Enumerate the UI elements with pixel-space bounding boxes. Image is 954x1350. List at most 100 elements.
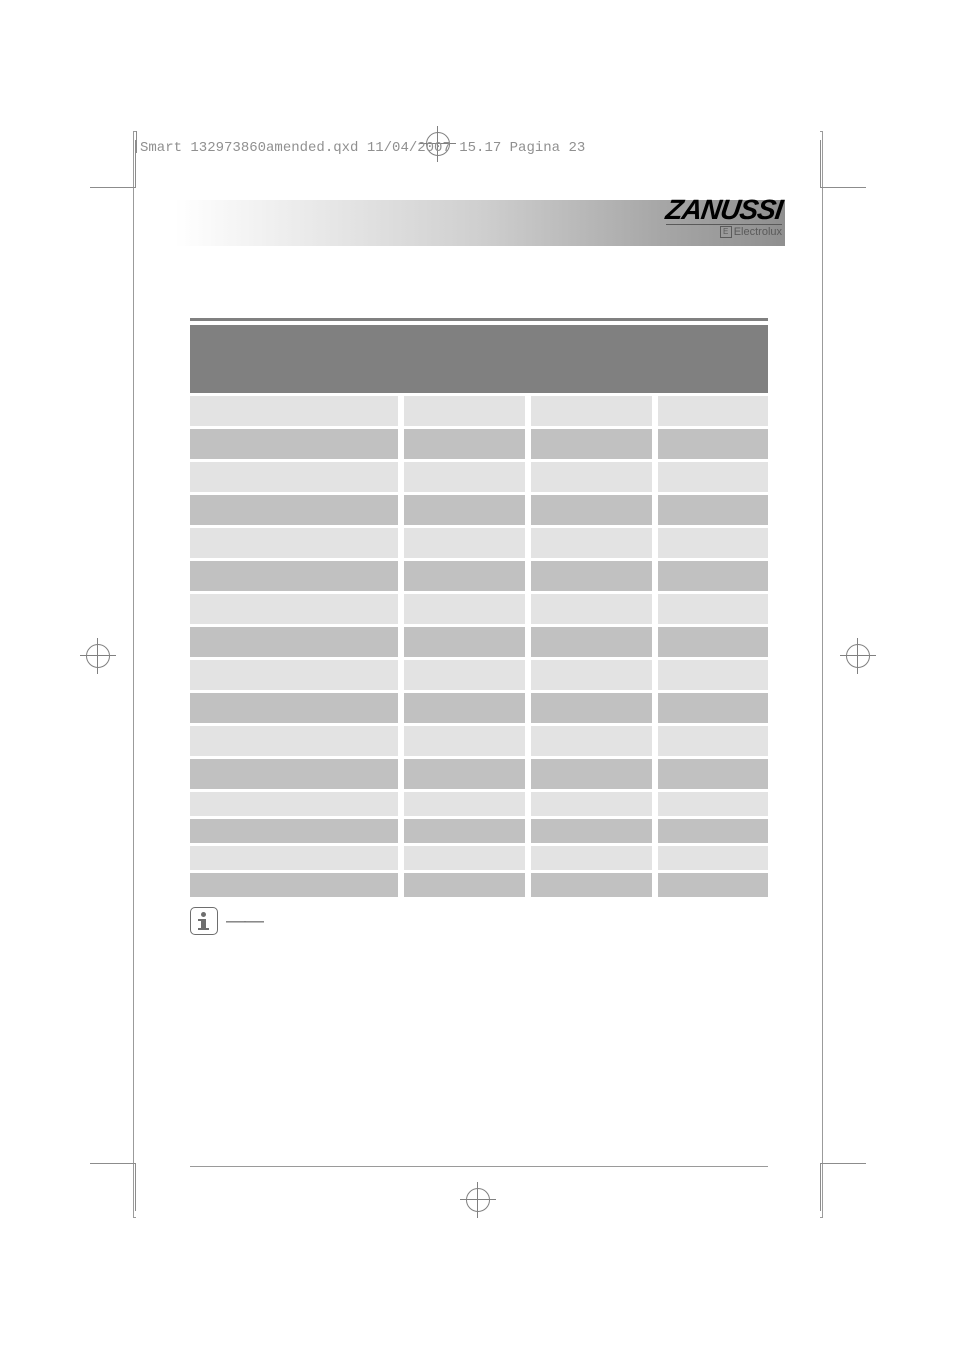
brand-block: ZANUSSI EElectrolux	[666, 194, 782, 238]
table-header	[190, 325, 768, 393]
table-cell	[658, 594, 768, 624]
brand-sub-text: Electrolux	[734, 226, 782, 238]
table-cell	[404, 660, 531, 690]
table-cell	[531, 660, 658, 690]
table-cell	[190, 873, 404, 897]
table-row	[190, 528, 768, 558]
table-cell	[658, 726, 768, 756]
note-row: ——	[190, 907, 768, 935]
table-row	[190, 759, 768, 789]
crop-bl-h	[90, 1163, 136, 1164]
table-cell	[531, 462, 658, 492]
registration-right	[840, 638, 876, 674]
table-cell	[531, 594, 658, 624]
crop-br-h	[820, 1163, 866, 1164]
table-cell	[404, 462, 531, 492]
table-cell	[531, 873, 658, 897]
table-row	[190, 819, 768, 843]
electrolux-icon: E	[720, 226, 732, 238]
table-cell	[404, 495, 531, 525]
table-cell	[658, 693, 768, 723]
table-cell	[531, 627, 658, 657]
table-cell	[190, 627, 404, 657]
table-cell	[190, 495, 404, 525]
table-cell	[190, 594, 404, 624]
table-cell	[190, 726, 404, 756]
table-cell	[404, 873, 531, 897]
table-cell	[658, 792, 768, 816]
table-cell	[658, 429, 768, 459]
table-cell	[531, 726, 658, 756]
table-cell	[658, 660, 768, 690]
note-dash: ——	[226, 910, 262, 933]
footer-rule	[190, 1166, 768, 1168]
table-cell	[190, 819, 404, 843]
table-cell	[190, 660, 404, 690]
table-cell	[190, 429, 404, 459]
table-cell	[531, 528, 658, 558]
table-cell	[190, 759, 404, 789]
table-cell	[190, 462, 404, 492]
table-cell	[658, 759, 768, 789]
table-cell	[531, 792, 658, 816]
table-cell	[531, 819, 658, 843]
table-cell	[404, 792, 531, 816]
table-row	[190, 660, 768, 690]
table-cell	[404, 528, 531, 558]
table-cell	[190, 693, 404, 723]
table-row	[190, 462, 768, 492]
table-cell	[190, 396, 404, 426]
table-row	[190, 726, 768, 756]
table-cell	[658, 396, 768, 426]
brand-name: ZANUSSI	[664, 194, 784, 226]
crop-tr-h	[820, 187, 866, 188]
table-row	[190, 561, 768, 591]
table-cell	[531, 396, 658, 426]
table-row	[190, 396, 768, 426]
table-cell	[404, 396, 531, 426]
registration-left	[80, 638, 116, 674]
table-cell	[658, 561, 768, 591]
table-top-rule	[190, 318, 768, 321]
table-row	[190, 693, 768, 723]
table-row	[190, 846, 768, 870]
page: ZANUSSI EElectrolux ——	[135, 132, 822, 1217]
table-cell	[404, 759, 531, 789]
table-row	[190, 873, 768, 897]
table-cell	[531, 693, 658, 723]
table-row	[190, 495, 768, 525]
table-cell	[190, 528, 404, 558]
table-cell	[404, 693, 531, 723]
table-cell	[531, 495, 658, 525]
table-cell	[531, 846, 658, 870]
crop-tl-h	[90, 187, 136, 188]
table-cell	[531, 561, 658, 591]
table-cell	[404, 846, 531, 870]
table-cell	[658, 873, 768, 897]
brand-sub: EElectrolux	[666, 224, 782, 238]
content-area: ——	[190, 318, 768, 935]
table-row	[190, 627, 768, 657]
table-cell	[658, 846, 768, 870]
table-cell	[658, 627, 768, 657]
table-cell	[531, 759, 658, 789]
table-cell	[531, 429, 658, 459]
table-cell	[658, 495, 768, 525]
table-cell	[658, 819, 768, 843]
table-cell	[404, 594, 531, 624]
table-body	[190, 393, 768, 897]
table-row	[190, 594, 768, 624]
info-icon	[190, 907, 218, 935]
table-cell	[190, 561, 404, 591]
table-cell	[404, 726, 531, 756]
table-cell	[404, 561, 531, 591]
table-cell	[190, 792, 404, 816]
table-cell	[658, 462, 768, 492]
table-cell	[658, 528, 768, 558]
table-row	[190, 792, 768, 816]
table-cell	[404, 627, 531, 657]
table-cell	[404, 429, 531, 459]
table-row	[190, 429, 768, 459]
table-cell	[404, 819, 531, 843]
table-cell	[190, 846, 404, 870]
